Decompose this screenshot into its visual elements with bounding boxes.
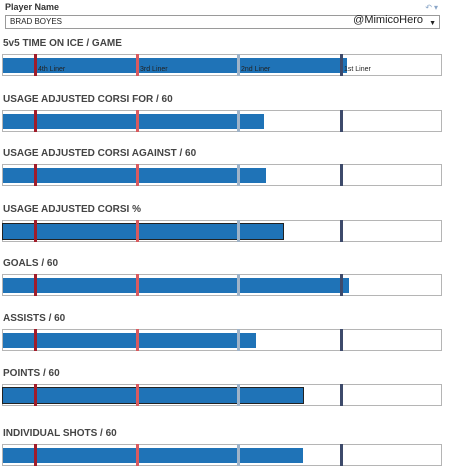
tier-label: 4th Liner [38, 66, 66, 73]
metric-track [2, 164, 442, 186]
tier-marker [340, 54, 343, 76]
metric-title: 5v5 TIME ON ICE / GAME [3, 38, 122, 49]
tier-marker [136, 329, 139, 351]
metric-value-bar[interactable] [3, 333, 256, 348]
tier-marker [237, 384, 240, 406]
tier-marker [340, 329, 343, 351]
tier-marker [237, 164, 240, 186]
metric-title: USAGE ADJUSTED CORSI % [3, 204, 141, 215]
tier-marker [237, 110, 240, 132]
undo-icon[interactable]: ↶ [425, 3, 434, 12]
tier-marker [136, 274, 139, 296]
tier-marker [136, 220, 139, 242]
metric-track [2, 329, 442, 351]
metric-title: USAGE ADJUSTED CORSI FOR / 60 [3, 94, 173, 105]
tier-marker [340, 164, 343, 186]
tier-marker [136, 110, 139, 132]
tier-marker [136, 444, 139, 466]
metric-value-bar[interactable] [3, 448, 303, 463]
tier-marker [34, 110, 37, 132]
metric-title: ASSISTS / 60 [3, 313, 66, 324]
player-name-label: Player Name [5, 2, 60, 12]
tier-marker [340, 444, 343, 466]
tier-marker [237, 444, 240, 466]
tier-marker [34, 444, 37, 466]
filter-dropdown-icon[interactable]: ▾ [433, 3, 440, 12]
metric-value-bar[interactable] [2, 387, 304, 404]
tier-marker [340, 384, 343, 406]
tier-marker [34, 384, 37, 406]
tier-marker [136, 54, 139, 76]
metric-track [2, 274, 442, 296]
metric-value-bar[interactable] [3, 58, 347, 73]
tier-marker [136, 164, 139, 186]
tier-marker [237, 329, 240, 351]
metric-value-bar[interactable] [3, 114, 264, 129]
tier-marker [340, 220, 343, 242]
metric-title: INDIVIDUAL SHOTS / 60 [3, 428, 117, 439]
tier-marker [136, 384, 139, 406]
tier-marker [340, 110, 343, 132]
metric-title: USAGE ADJUSTED CORSI AGAINST / 60 [3, 148, 197, 159]
watermark: @MimicoHero [353, 14, 423, 26]
toolbar-icons[interactable]: ↶▾ [425, 3, 440, 12]
metric-value-bar[interactable] [3, 168, 266, 183]
player-select-value: BRAD BOYES [10, 17, 63, 26]
tier-label: 2nd Liner [241, 66, 271, 73]
tier-marker [237, 54, 240, 76]
tier-marker [34, 54, 37, 76]
tier-marker [340, 274, 343, 296]
metric-title: POINTS / 60 [3, 368, 60, 379]
player-select[interactable]: BRAD BOYES @MimicoHero ▼ [5, 14, 440, 29]
tier-label: 1st Liner [344, 66, 371, 73]
tier-marker [237, 274, 240, 296]
chevron-down-icon[interactable]: ▼ [429, 20, 436, 27]
tier-marker [34, 164, 37, 186]
metric-track [2, 110, 442, 132]
metric-track [2, 384, 442, 406]
metric-value-bar[interactable] [3, 278, 349, 293]
tier-marker [34, 274, 37, 296]
metric-track [2, 220, 442, 242]
tier-marker [34, 220, 37, 242]
tier-marker [34, 329, 37, 351]
metric-track: 4th Liner 3rd Liner 2nd Liner 1st Liner [2, 54, 442, 76]
metric-title: GOALS / 60 [3, 258, 59, 269]
metric-value-bar[interactable] [2, 223, 284, 240]
tier-marker [237, 220, 240, 242]
tier-label: 3rd Liner [140, 66, 168, 73]
metric-track [2, 444, 442, 466]
